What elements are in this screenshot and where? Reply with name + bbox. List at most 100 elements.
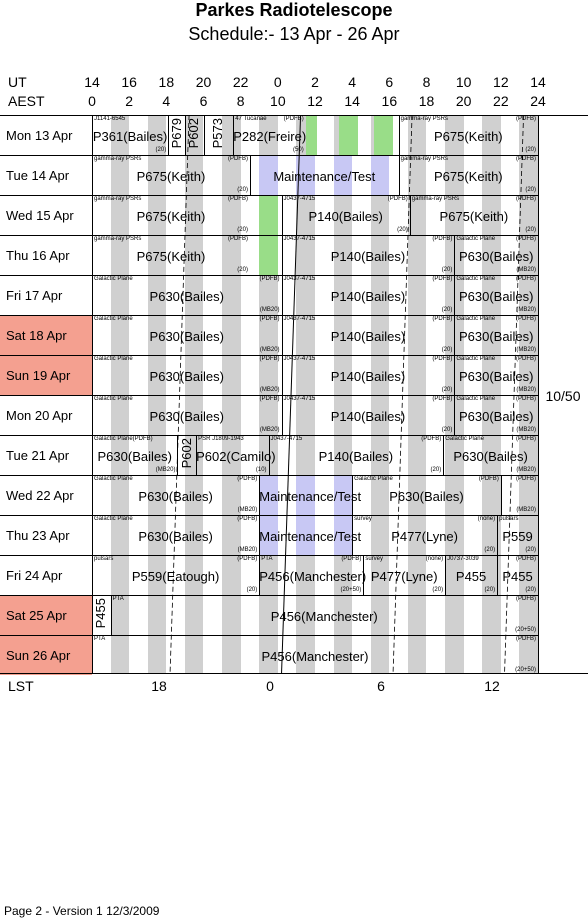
day-label: Mon 20 Apr [0,395,92,435]
source-label: PTA [94,636,106,642]
project-label: P630(Bailes) [138,489,213,504]
project-label: P675(Keith) [439,209,509,224]
receiver-note: (50) [293,147,304,153]
source-label: Galactic Plane [94,316,133,322]
block-divider [398,115,400,155]
maintenance-shade [333,476,353,515]
receiver-note: (20+50) [515,667,536,673]
source-label: PSR J1809-1943 [198,436,244,442]
source-label: J1141-6545 [94,116,126,122]
aest-hour-label: 2 [125,93,134,109]
receiver-note: (20+50) [515,627,536,633]
row-divider [92,235,538,236]
backend-note: (PDFB) [515,196,536,202]
receiver-note: (MB20) [237,507,258,513]
backend-note: (PDFB) [387,196,408,202]
day-label: Sat 25 Apr [0,595,92,635]
project-label: P140(Bailes) [330,409,406,424]
project-label: P675(Keith) [136,249,206,264]
lst-line [504,115,524,673]
block-divider [281,395,283,435]
maintenance-shade [259,156,278,195]
project-label: P456(Manchester) [261,649,369,664]
project-label: P140(Bailes) [330,369,406,384]
source-label: J0437-4715 [283,196,316,202]
block-divider [454,395,456,435]
schedule-block: Galactic Plane (PDFB) P630(Bailes) (MB20) [92,275,282,315]
schedule-block: J0437-4715 (PDFB) P140(Bailes) (20) [282,395,455,435]
backend-note: (PDFB) [227,156,248,162]
lst-line [392,115,413,673]
schedule-block: 47 Tucanae (PDFB) P282(Freire) (50) [233,115,306,155]
source-label: Galactic Plane [94,356,133,362]
backend-note: (PDFB) [283,116,304,122]
day-label: Wed 15 Apr [0,195,92,235]
grid-left-border [92,115,93,673]
project-code-vertical: P602 [178,438,194,469]
project-label: P140(Bailes) [330,249,406,264]
block-divider [281,355,283,395]
schedule-block: J0437-4715 (PDFB) P140(Bailes) (20) [282,355,455,395]
receiver-note: (20) [432,587,444,593]
aest-hour-label: 8 [236,93,245,109]
backend-note: (PDFB) [515,556,536,562]
receiver-note: (20) [441,387,453,393]
schedule-block: PTA (PDFB) P456(Manchester) (20+50) [92,635,538,673]
receiver-note: (MB20) [516,387,536,393]
source-label: pulsars [94,556,114,562]
backend-note: (PDFB) [227,236,248,242]
aest-hour-label: 6 [199,93,208,109]
backend-note: (PDFB) [421,436,442,442]
schedule-block: Galactic Plane (PDFB) P630(Bailes) (MB20) [454,315,538,355]
block-divider [281,275,283,315]
schedule-block: Galactic Plane (PDFB) P630(Bailes) (MB20) [454,235,538,275]
schedule-block: pulsars (PDFB) P559(Eatough) (20) [92,555,259,595]
lst-line [169,115,190,673]
project-label: P675(Keith) [433,169,503,184]
day-label: Sun 19 Apr [0,355,92,395]
maintenance-shade [333,156,353,195]
project-label: P477(Lyne) [391,529,458,544]
receiver-note: (20) [155,147,167,153]
schedule-block: P679 [168,115,185,155]
block-divider [443,435,445,475]
block-divider [110,595,112,635]
block-divider [497,555,499,595]
day-label: Tue 21 Apr [0,435,92,475]
schedule-block: P573 [204,115,234,155]
project-label: P630(Bailes) [97,449,172,464]
day-label: Sun 26 Apr [0,635,92,675]
project-label: P455 [502,569,533,584]
project-label: P630(Bailes) [458,369,534,384]
lst-lines [169,115,524,673]
schedule-block: gamma-ray PSRs (PDFB) P675(Keith) (20) [399,155,538,195]
source-label: pulsars [499,516,519,522]
ut-hour-label: 4 [348,74,357,90]
aest-hour-label: 0 [88,93,96,109]
backend-note: (PDFB) [516,276,536,282]
schedule-block: J0437-4715 (PDFB) P140(Bailes) (20) [282,195,410,235]
schedule-block: P602 [177,435,196,475]
maintenance-shade [296,476,315,515]
ut-hour-label: 10 [455,74,472,90]
backend-note: (PDFB) [516,356,536,362]
available-slot [305,116,317,155]
schedule-block: (PDFB) P455 (20) [497,555,538,595]
backend-note: (PDFB) [432,316,453,322]
block-divider [249,155,251,195]
block-divider [352,475,354,515]
schedule-block: Galactic Plane (PDFB) P630(Bailes) (MB20) [92,515,259,555]
aest-label: AEST [8,93,45,109]
receiver-note: (MB20) [516,267,536,273]
source-label: Galactic Plane [94,396,133,402]
lst-hour-label: 18 [151,678,167,694]
block-divider [281,195,283,235]
lst-hour-label: 12 [484,678,500,694]
project-label: P630(Bailes) [453,449,528,464]
aest-hour-label: 20 [455,93,472,109]
aest-hour-label: 10 [270,93,286,109]
project-label: P630(Bailes) [458,249,534,264]
block-divider [177,435,179,475]
receiver-note: (20) [525,147,536,153]
block-divider [259,555,261,595]
